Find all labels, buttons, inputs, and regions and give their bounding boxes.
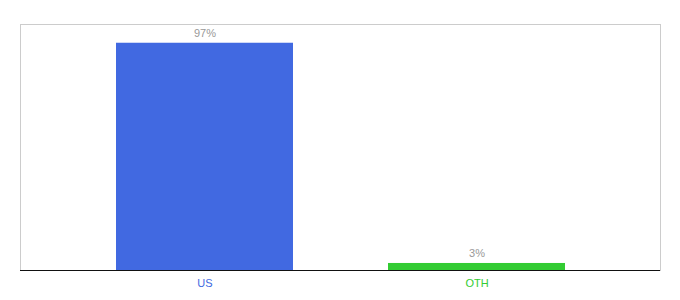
svg-text:97%: 97% — [194, 27, 216, 39]
svg-text:US: US — [197, 277, 212, 289]
svg-text:3%: 3% — [469, 247, 485, 259]
svg-text:OTH: OTH — [465, 277, 488, 289]
